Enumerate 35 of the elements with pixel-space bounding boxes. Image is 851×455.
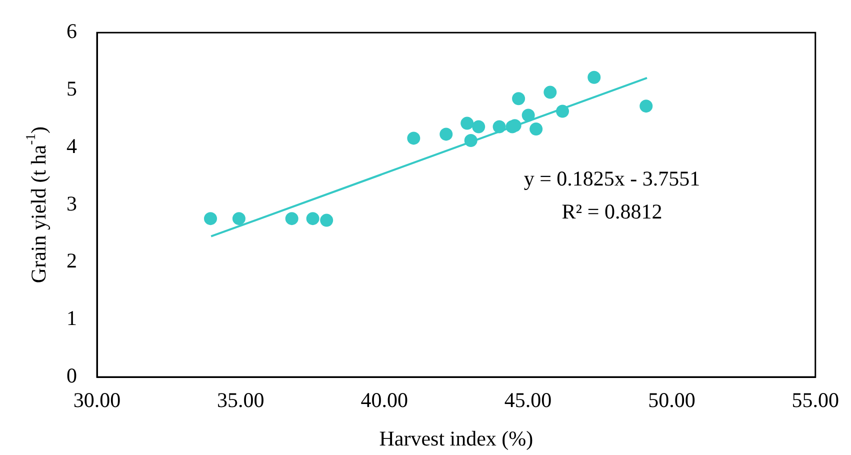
x-tick-label: 55.00: [792, 388, 839, 412]
point: [306, 212, 320, 226]
point: [556, 104, 570, 118]
y-tick-label: 3: [66, 191, 77, 216]
x-tick-label: 50.00: [648, 388, 696, 412]
x-axis-title: Harvest index (%): [379, 426, 534, 451]
y-tick-label: 5: [66, 76, 77, 101]
point: [285, 212, 298, 226]
point: [232, 212, 246, 226]
point: [440, 128, 453, 141]
point: [407, 132, 420, 145]
x-tick-label: 35.00: [217, 388, 264, 412]
x-tick-label: 40.00: [360, 388, 408, 412]
annotation: y = 0.1825x - 3.7551: [524, 166, 700, 191]
point: [464, 134, 478, 148]
y-tick-label: 4: [66, 134, 78, 158]
point: [320, 214, 334, 227]
y-axis-title: Grain yield (t ha-1): [23, 126, 51, 284]
x-tick-label: 30.00: [73, 388, 121, 412]
y-tick-label: 6: [66, 19, 77, 44]
annotation: R² = 0.8812: [562, 200, 662, 224]
point: [522, 108, 535, 122]
point: [472, 120, 486, 134]
point: [460, 116, 474, 130]
point: [512, 92, 526, 106]
point: [544, 86, 557, 99]
point: [204, 212, 218, 226]
point: [588, 70, 601, 84]
point: [530, 122, 543, 136]
y-tick-label: 2: [66, 248, 77, 273]
y-tick-label: 1: [66, 306, 77, 330]
x-tick-label: 45.00: [504, 388, 552, 412]
y-tick-label: 0: [66, 364, 77, 388]
point: [492, 120, 506, 134]
point: [640, 100, 653, 113]
